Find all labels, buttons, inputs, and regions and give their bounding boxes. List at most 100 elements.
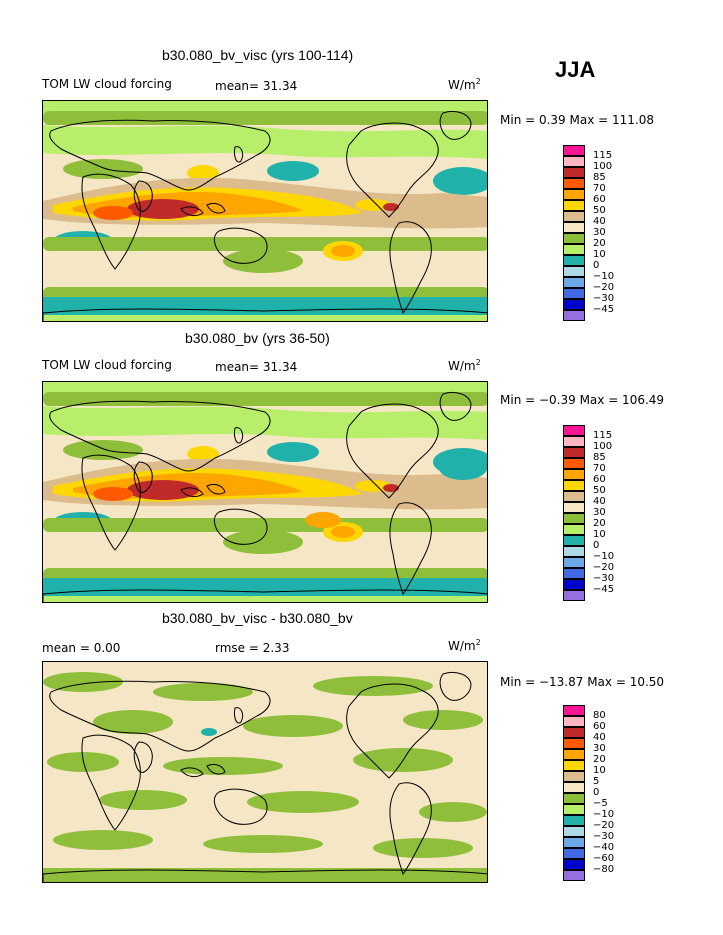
panel-1-map	[42, 100, 488, 322]
colorbar-tick-label: −30	[593, 831, 615, 842]
contour-band	[43, 237, 487, 251]
contour-region	[187, 165, 219, 181]
panel-3-minmax: Min = −13.87 Max = 10.50	[500, 675, 665, 689]
colorbar-tick-label: 20	[593, 518, 606, 529]
colorbar-tick-label: 115	[593, 150, 613, 161]
panel-1-left-label: TOM LW cloud forcing	[42, 77, 172, 91]
colorbar-tick-label: 0	[593, 540, 600, 551]
coastline	[234, 427, 244, 444]
colorbar-box	[563, 568, 585, 579]
colorbar-box	[563, 557, 585, 568]
colorbar-tick-label: 30	[593, 743, 606, 754]
colorbar-tick-label: −40	[593, 842, 615, 853]
coastline	[439, 110, 472, 140]
colorbar-tick-label: −10	[593, 809, 615, 820]
contour-band	[43, 315, 487, 321]
colorbar-tick-label: −30	[593, 573, 615, 584]
colorbar-box	[563, 299, 585, 310]
coastline	[389, 502, 432, 596]
colorbar-box	[563, 502, 585, 513]
colorbar-box	[563, 491, 585, 502]
contour-region	[223, 249, 303, 273]
coastline	[43, 589, 487, 602]
contour-region	[93, 206, 133, 220]
colorbar-tick-label: 70	[593, 183, 606, 194]
colorbar-tick-label: 60	[593, 194, 606, 205]
colorbar-tick-label: 40	[593, 496, 606, 507]
contour-region	[163, 757, 283, 775]
colorbar-box	[563, 716, 585, 727]
colorbar-tick-label: 85	[593, 452, 606, 463]
colorbar-tick-label: −30	[593, 293, 615, 304]
coastline	[49, 680, 271, 752]
contour-region	[313, 676, 433, 696]
contour-region	[43, 406, 487, 440]
contour-band	[43, 558, 487, 568]
contour-region	[355, 199, 391, 211]
contour-region	[187, 446, 219, 462]
colorbar-tick-label: 0	[593, 260, 600, 271]
panel-1-units: W/m2	[448, 77, 481, 92]
colorbar-box	[563, 590, 585, 601]
panel-1-title: b30.080_bv_visc (yrs 100-114)	[162, 47, 354, 63]
colorbar-box	[563, 793, 585, 804]
colorbar-box	[563, 738, 585, 749]
colorbar-tick-label: 40	[593, 732, 606, 743]
colorbar-box	[563, 782, 585, 793]
contour-region	[153, 683, 253, 701]
contour-region	[203, 835, 323, 853]
map-svg	[43, 662, 487, 882]
coastline	[206, 483, 226, 495]
colorbar-box	[563, 288, 585, 299]
colorbar-tick-label: 70	[593, 463, 606, 474]
contour-region	[403, 710, 483, 730]
panel-3-map	[42, 661, 488, 883]
colorbar-box	[563, 277, 585, 288]
panel-2-left-label: TOM LW cloud forcing	[42, 358, 172, 372]
colorbar-tick-label: 30	[593, 507, 606, 518]
coastline	[234, 707, 244, 724]
contour-region	[373, 838, 473, 858]
contour-region	[43, 672, 123, 692]
colorbar-tick-label: −45	[593, 584, 615, 595]
coastline	[81, 173, 141, 270]
colorbar-box	[563, 815, 585, 826]
colorbar-tick-label: 60	[593, 721, 606, 732]
coastline	[133, 461, 153, 493]
colorbar-box	[563, 458, 585, 469]
contour-region	[267, 161, 319, 181]
colorbar-tick-label: 100	[593, 441, 613, 452]
panel-2-title: b30.080_bv (yrs 36-50)	[185, 330, 330, 346]
colorbar-box	[563, 480, 585, 491]
contour-band	[43, 596, 487, 602]
colorbar-box	[563, 233, 585, 244]
contour-region	[433, 167, 487, 195]
colorbar-box	[563, 524, 585, 535]
panel-3-mean-label: mean = 0.00	[42, 641, 121, 655]
coastline	[133, 741, 153, 773]
panel-3-title: b30.080_bv_visc - b30.080_bv	[162, 610, 353, 626]
contour-region	[127, 199, 199, 219]
coastline	[346, 683, 439, 779]
colorbar-tick-label: −20	[593, 820, 615, 831]
colorbar-box	[563, 826, 585, 837]
colorbar-tick-label: 30	[593, 227, 606, 238]
contour-region	[383, 203, 399, 211]
coastline	[234, 146, 244, 163]
colorbar-box	[563, 535, 585, 546]
coastline	[213, 227, 268, 264]
contour-region	[439, 456, 487, 480]
coastline	[81, 734, 141, 831]
contour-region	[127, 480, 199, 500]
contour-region	[243, 715, 343, 737]
coastline	[49, 400, 271, 472]
coastline	[206, 763, 226, 775]
contour-region	[93, 710, 173, 734]
colorbar-box	[563, 848, 585, 859]
contour-region	[53, 830, 153, 850]
colorbar-box	[563, 760, 585, 771]
colorbar-tick-label: 100	[593, 161, 613, 172]
contour-band	[43, 392, 487, 406]
colorbar-tick-label: 50	[593, 205, 606, 216]
colorbar-box	[563, 425, 585, 436]
